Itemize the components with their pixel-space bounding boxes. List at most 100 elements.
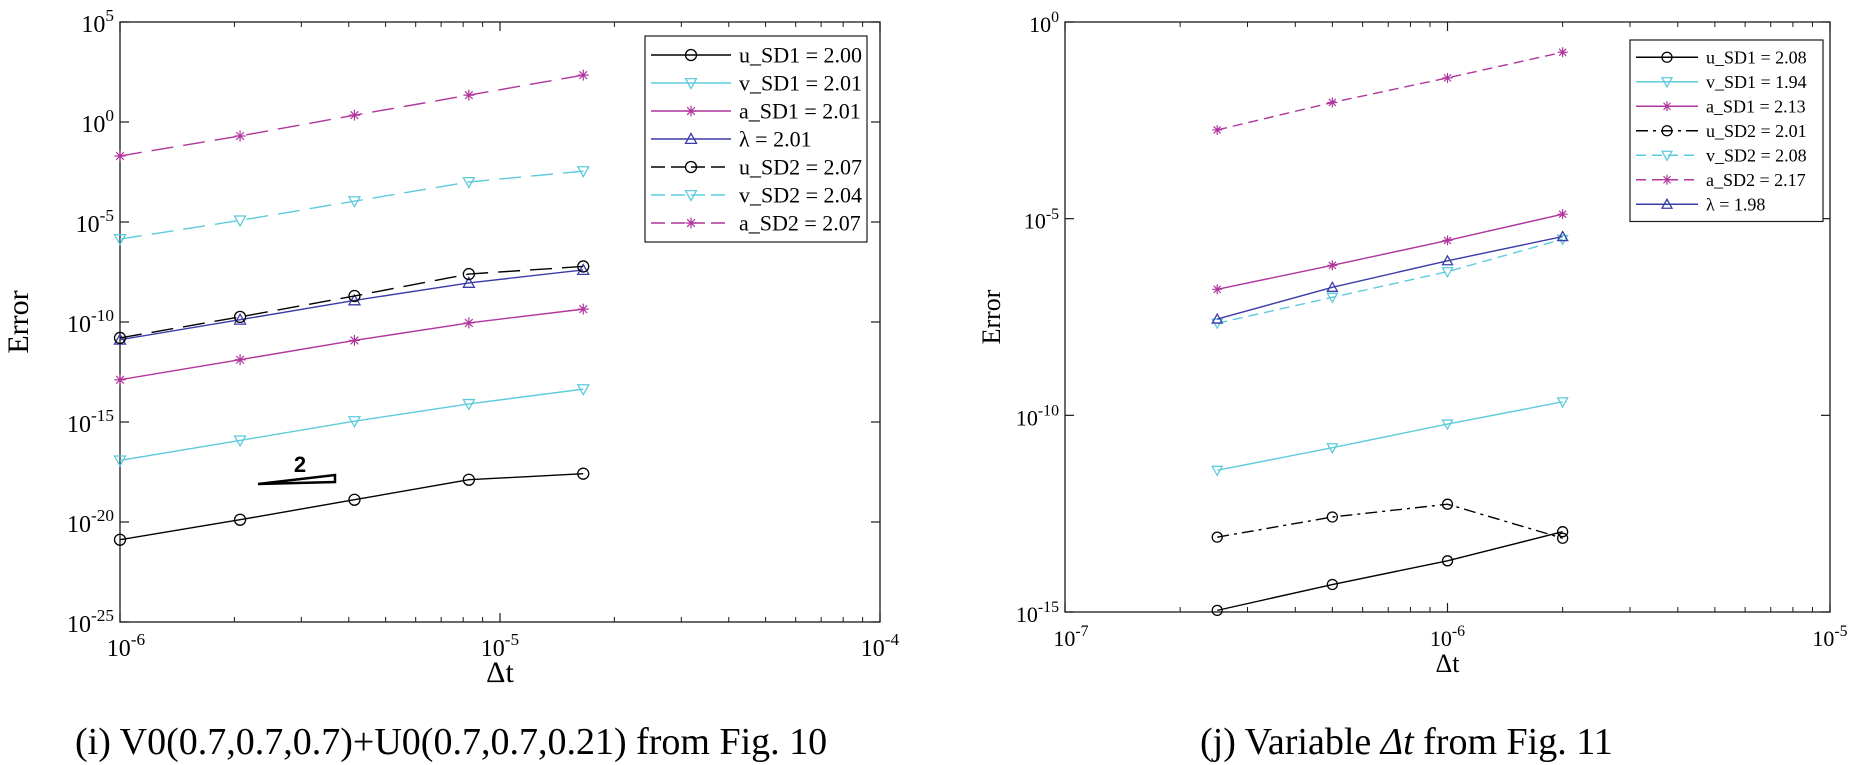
legend-marker bbox=[684, 48, 698, 62]
data-point bbox=[1556, 532, 1569, 544]
x-tick-label: 10-5 bbox=[1812, 623, 1847, 651]
y-tick-label: 10-15 bbox=[67, 406, 114, 438]
series-4 bbox=[1211, 234, 1569, 330]
series-2 bbox=[114, 303, 589, 386]
legend-label: a_SD2 = 2.17 bbox=[1706, 170, 1806, 190]
data-point bbox=[347, 293, 362, 306]
data-point bbox=[1211, 531, 1223, 543]
legend-marker bbox=[684, 132, 698, 145]
data-point bbox=[1557, 47, 1568, 58]
y-axis-title: Error bbox=[977, 289, 1006, 344]
legend-marker bbox=[1662, 101, 1672, 112]
data-point bbox=[1441, 266, 1454, 278]
y-tick-label: 10-25 bbox=[67, 606, 114, 638]
legend-marker bbox=[684, 189, 698, 202]
legend: u_SD1 = 2.00 v_SD1 = 2.01 a_SD1 = 2.01 λ = … bbox=[644, 35, 868, 243]
series-5 bbox=[1212, 47, 1568, 135]
data-point bbox=[1441, 254, 1454, 266]
data-point bbox=[1557, 209, 1568, 220]
data-point bbox=[462, 176, 476, 189]
y-tick-label: 10-10 bbox=[1016, 402, 1059, 430]
series-line bbox=[119, 388, 584, 462]
x-tick-label: 10-6 bbox=[1430, 623, 1465, 651]
data-point bbox=[233, 312, 247, 325]
series-2 bbox=[1212, 209, 1568, 295]
series-3 bbox=[1211, 498, 1569, 544]
legend-label: v_SD1 = 2.01 bbox=[739, 71, 862, 96]
data-point bbox=[462, 267, 476, 281]
legend-label: u_SD2 = 2.07 bbox=[739, 155, 862, 180]
data-point bbox=[1441, 555, 1454, 567]
series-line bbox=[119, 269, 584, 341]
data-point bbox=[1442, 235, 1453, 246]
data-point bbox=[577, 303, 589, 315]
series-6 bbox=[114, 69, 589, 162]
x-tick-label: 10-4 bbox=[861, 630, 900, 662]
y-tick-label: 105 bbox=[81, 6, 114, 38]
series-line bbox=[1217, 235, 1563, 320]
data-point bbox=[462, 398, 476, 411]
x-tick-label: 10-6 bbox=[107, 630, 146, 662]
data-point bbox=[1441, 419, 1454, 431]
data-point bbox=[1211, 604, 1223, 617]
y-tick-label: 100 bbox=[1029, 9, 1059, 37]
data-point bbox=[462, 473, 476, 486]
legend-marker bbox=[1660, 150, 1674, 162]
x-tick-label: 10-7 bbox=[1053, 623, 1088, 651]
legend-label: u_SD2 = 2.01 bbox=[1706, 121, 1807, 141]
y-tick-label: 10-20 bbox=[67, 506, 114, 538]
caption-right-symbol: Δt bbox=[1380, 721, 1414, 763]
data-point bbox=[347, 416, 362, 429]
data-point bbox=[113, 533, 127, 546]
series-0 bbox=[1211, 526, 1569, 617]
legend: u_SD1 = 2.08 v_SD1 = 1.94 a_SD1 = 2.13 u_SD… bbox=[1629, 39, 1824, 223]
y-tick-label: 100 bbox=[81, 106, 114, 138]
data-point bbox=[576, 166, 590, 178]
data-point bbox=[113, 234, 127, 246]
data-point bbox=[113, 331, 127, 345]
data-point bbox=[114, 374, 126, 386]
legend-marker bbox=[684, 77, 698, 90]
x-axis-title: Δt bbox=[486, 656, 514, 689]
data-point bbox=[114, 150, 126, 162]
data-point bbox=[1442, 72, 1453, 83]
data-point bbox=[348, 109, 360, 121]
legend-label: v_SD2 = 2.04 bbox=[739, 183, 862, 208]
series-3 bbox=[113, 263, 590, 345]
slope-label: 2 bbox=[294, 452, 306, 477]
legend-label: v_SD1 = 1.94 bbox=[1706, 72, 1807, 92]
data-point bbox=[348, 334, 360, 346]
data-point bbox=[1556, 234, 1569, 246]
series-0 bbox=[113, 467, 590, 546]
data-point bbox=[348, 493, 361, 506]
data-point bbox=[577, 260, 590, 273]
legend-marker bbox=[1660, 197, 1674, 209]
series-4 bbox=[113, 260, 590, 345]
series-line bbox=[119, 170, 584, 240]
caption-right: (j) Variable Δt from Fig. 11 bbox=[1200, 720, 1613, 764]
chart-panel-1: 10-7 10-6 10-5 10-15 10-10 10-5 100 Δt Error u_SD… bbox=[977, 9, 1848, 678]
data-point bbox=[1441, 498, 1454, 510]
data-point bbox=[1326, 443, 1339, 455]
series-line bbox=[1217, 531, 1563, 612]
legend-marker bbox=[1660, 77, 1674, 89]
data-point bbox=[577, 69, 589, 81]
series-6 bbox=[1211, 230, 1569, 324]
data-point bbox=[1556, 397, 1569, 409]
legend-marker bbox=[1662, 174, 1672, 185]
data-point bbox=[1211, 465, 1224, 477]
series-line bbox=[1217, 503, 1563, 539]
data-point bbox=[576, 263, 590, 276]
data-point bbox=[463, 317, 475, 329]
legend-label: a_SD1 = 2.13 bbox=[1706, 97, 1806, 117]
series-1 bbox=[1211, 397, 1569, 477]
data-point bbox=[348, 289, 361, 303]
legend-label: a_SD1 = 2.01 bbox=[739, 99, 861, 124]
data-point bbox=[1326, 280, 1339, 292]
legend-label: u_SD1 = 2.08 bbox=[1706, 48, 1807, 68]
data-point bbox=[1211, 312, 1224, 324]
data-point bbox=[1326, 511, 1339, 523]
data-point bbox=[1326, 578, 1339, 591]
y-tick-label: 10-5 bbox=[1024, 206, 1059, 234]
